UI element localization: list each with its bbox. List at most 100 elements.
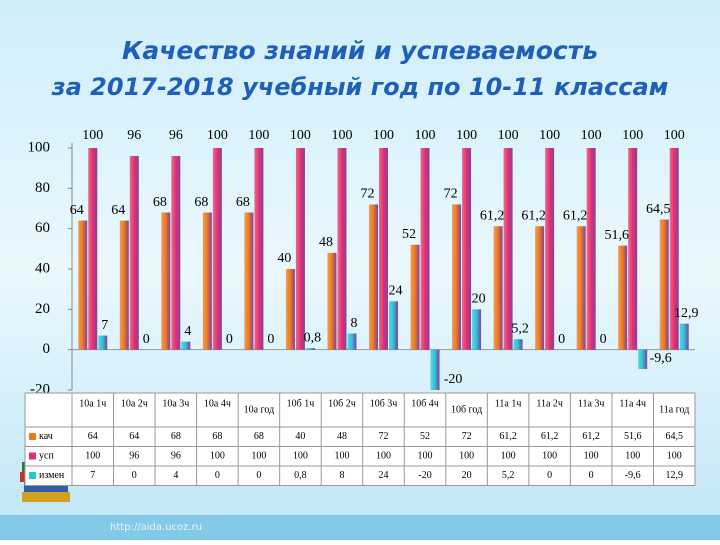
bar [98, 335, 108, 350]
bar [88, 148, 98, 350]
y-tick-label: 80 [35, 180, 50, 196]
table-cell: 61,2 [582, 431, 600, 442]
table-cell: 0 [132, 470, 137, 481]
table-cell: 61,2 [499, 431, 517, 442]
table-cell: 0 [256, 470, 261, 481]
table-cell: 20 [462, 470, 472, 481]
table-cell: 100 [625, 451, 640, 462]
table-cell: 12,9 [665, 470, 683, 481]
table-cell: 52 [420, 431, 430, 442]
bar [430, 349, 440, 390]
table-cell: 100 [293, 451, 308, 462]
data-label: 0,8 [304, 330, 322, 345]
data-label: 24 [389, 283, 403, 298]
table-cell: 64 [129, 431, 139, 442]
bar [618, 245, 628, 350]
data-label: 0 [143, 332, 150, 347]
bar [389, 301, 398, 350]
y-tick-label: 60 [35, 220, 50, 236]
data-label: 64 [70, 203, 84, 218]
bar [420, 148, 430, 350]
data-label: 0 [558, 332, 565, 347]
bar [545, 148, 555, 350]
table-cell: 0 [589, 470, 594, 481]
bar [379, 148, 388, 350]
data-label: 100 [82, 128, 103, 143]
data-label: 12,9 [674, 306, 699, 321]
bar [295, 148, 305, 350]
legend-swatch [29, 472, 36, 479]
footer-band [0, 515, 720, 540]
bar [513, 339, 523, 350]
table-cell: 100 [667, 451, 682, 462]
bar [452, 204, 462, 350]
data-label: 100 [207, 128, 228, 143]
table-cell: 100 [376, 451, 391, 462]
data-label: 96 [127, 128, 141, 143]
table-cell: 100 [251, 451, 266, 462]
bar [337, 148, 347, 350]
table-cell: 100 [584, 451, 599, 462]
bar [161, 212, 171, 350]
bar [327, 252, 337, 350]
bar [119, 220, 129, 350]
y-tick-label: 40 [35, 260, 50, 276]
table-cell: 72 [379, 431, 389, 442]
bar [171, 156, 181, 350]
data-label: 72 [444, 187, 458, 202]
x-tick-label: 10б 2ч [328, 398, 356, 409]
data-label: 51,6 [604, 228, 629, 243]
x-tick-label: 10а 1ч [79, 398, 106, 409]
table-cell: 68 [171, 431, 181, 442]
table-cell: 64 [88, 431, 98, 442]
data-label: 4 [184, 324, 191, 339]
data-label: 68 [236, 195, 250, 210]
data-label: 52 [402, 227, 416, 242]
table-cell: 100 [418, 451, 433, 462]
bar [638, 349, 648, 370]
table-cell: 40 [295, 431, 305, 442]
data-label: 68 [153, 195, 167, 210]
data-label: 64 [111, 203, 125, 218]
data-label: 61,2 [521, 208, 546, 223]
x-tick-label: 11а год [659, 404, 689, 415]
bar [472, 309, 482, 350]
legend-label: измен [39, 470, 65, 481]
legend-swatch [29, 452, 36, 460]
bar [285, 269, 295, 350]
data-label: 96 [169, 128, 183, 143]
table-cell: 7 [90, 470, 95, 481]
y-tick-label: 20 [35, 301, 50, 317]
chart-title: Качество знаний и успеваемость [122, 36, 598, 65]
table-cell: 72 [462, 431, 472, 442]
bar [212, 148, 222, 350]
table-cell: 8 [339, 470, 344, 481]
bar [369, 204, 378, 350]
data-label: 68 [194, 195, 208, 210]
x-tick-label: 10а 4ч [204, 398, 231, 409]
table-cell: 61,2 [541, 431, 559, 442]
table-cell: 51,6 [624, 431, 642, 442]
table-cell: -9,6 [625, 470, 641, 481]
bar [669, 148, 679, 350]
data-label: 0 [600, 332, 607, 347]
data-label: -20 [444, 372, 463, 387]
footer: http://aida.ucoz.ru [110, 522, 202, 533]
data-label: 5,2 [511, 321, 529, 336]
data-label: 40 [277, 251, 291, 266]
bar [679, 323, 689, 350]
data-label: 61,2 [480, 208, 505, 223]
x-tick-label: 10б год [451, 404, 482, 415]
table-cell: 24 [379, 470, 389, 481]
data-label: 100 [456, 128, 477, 143]
bar [659, 219, 669, 350]
x-tick-label: 11а 4ч [619, 398, 646, 409]
table-cell: 100 [459, 451, 474, 462]
bar [576, 226, 586, 350]
bar [181, 341, 191, 350]
data-label: 100 [331, 128, 352, 143]
table-cell: 100 [542, 451, 557, 462]
data-label: 20 [472, 292, 486, 307]
bar [462, 148, 472, 350]
